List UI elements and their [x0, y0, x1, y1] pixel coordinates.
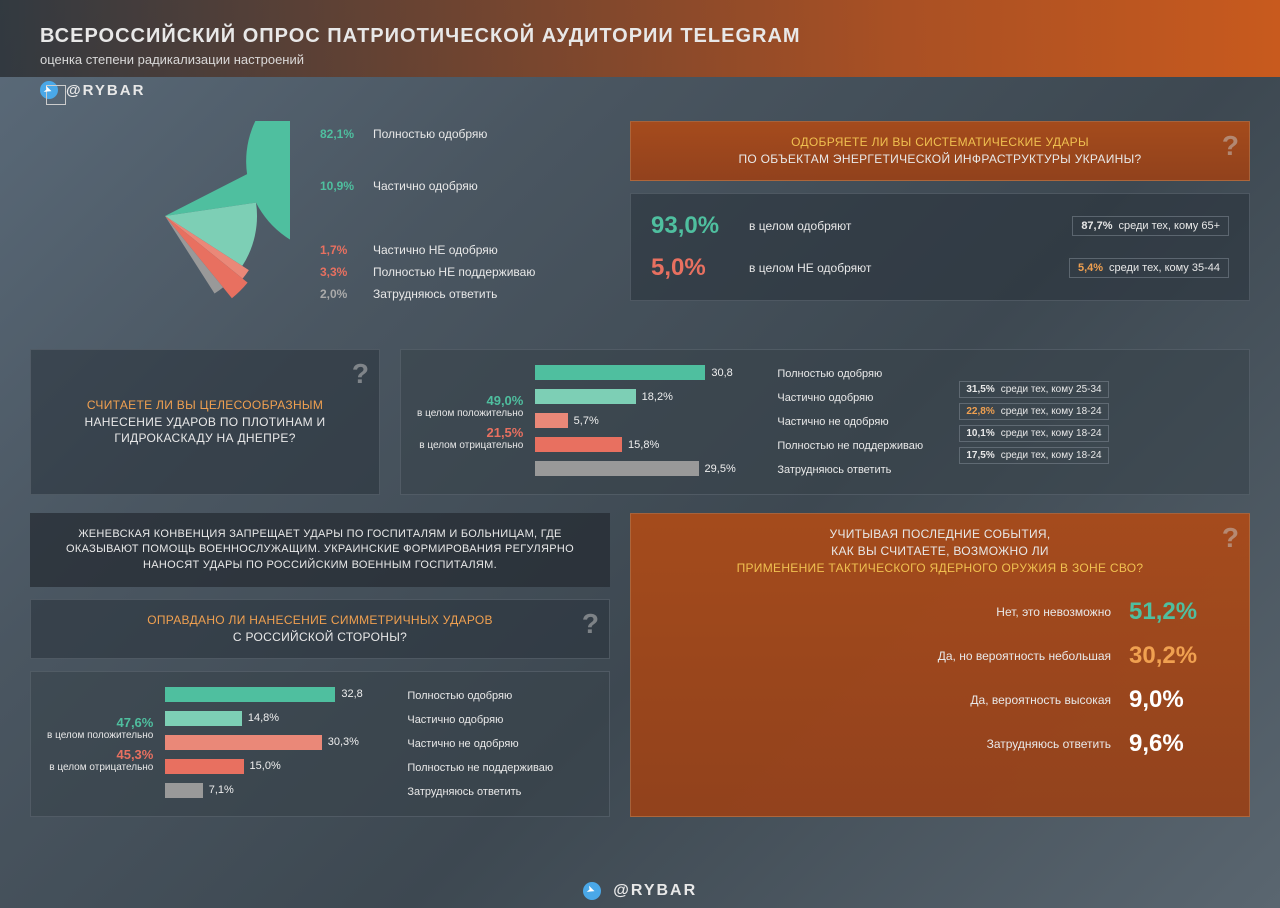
bar-row: 29,5%	[535, 458, 765, 479]
q4-panel: ? УЧИТЫВАЯ ПОСЛЕДНИЕ СОБЫТИЯ, КАК ВЫ СЧИ…	[630, 513, 1250, 817]
brand-bar: @RYBAR	[0, 77, 1280, 111]
bar-sub-box: 17,5%среди тех, кому 18-24	[959, 447, 1108, 464]
bar-sub-box: 22,8%среди тех, кому 18-24	[959, 403, 1108, 420]
q1-stats-panel: 93,0% в целом одобряют 87,7%среди тех, к…	[630, 193, 1250, 301]
bar-label: Полностью одобряю	[407, 684, 577, 708]
q4-title-line2: КАК ВЫ СЧИТАЕТЕ, ВОЗМОЖНО ЛИ	[831, 544, 1049, 558]
q4-result-row: Затрудняюсь ответить9,6%	[647, 722, 1233, 766]
bar-label: Частично не одобряю	[407, 732, 577, 756]
bar-label: Затрудняюсь ответить	[777, 458, 947, 482]
q1-approve-pct: 93,0%	[651, 212, 731, 240]
brand-handle: @RYBAR	[66, 82, 145, 99]
bar-row: 30,3%	[165, 732, 395, 753]
bar-label: Частично одобряю	[407, 708, 577, 732]
bar-label: Полностью не поддерживаю	[407, 756, 577, 780]
question-mark-icon: ?	[352, 358, 369, 390]
q4-result-row: Да, но вероятность небольшая30,2%	[647, 634, 1233, 678]
q1-panel-group: ? ОДОБРЯЕТЕ ЛИ ВЫ СИСТЕМАТИЧЕСКИЕ УДАРЫ …	[630, 121, 1250, 331]
q2-bars-panel: 49,0% в целом положительно 21,5% в целом…	[400, 349, 1250, 495]
pie-label-0: Полностью одобряю	[373, 127, 487, 141]
pie-pct-0: 82,1%	[320, 127, 365, 141]
q3-question-panel: ? ОПРАВДАНО ЛИ НАНЕСЕНИЕ СИММЕТРИЧНЫХ УД…	[30, 599, 610, 659]
bar-row: 5,7%	[535, 410, 765, 431]
bar-row: 18,2%	[535, 386, 765, 407]
page-subtitle: оценка степени радикализации настроений	[40, 52, 1240, 67]
bar-row: 30,8	[535, 362, 765, 383]
q4-result-row: Да, вероятность высокая9,0%	[647, 678, 1233, 722]
q1-question-panel: ? ОДОБРЯЕТЕ ЛИ ВЫ СИСТЕМАТИЧЕСКИЕ УДАРЫ …	[630, 121, 1250, 181]
bar-sub-box: 10,1%среди тех, кому 18-24	[959, 425, 1108, 442]
pie-pct-2: 1,7%	[320, 243, 365, 257]
q3-bars-panel: 47,6% в целом положительно 45,3% в целом…	[30, 671, 610, 817]
q3-title-line2: С РОССИЙСКОЙ СТОРОНЫ?	[233, 630, 407, 644]
bar-label: Частично не одобряю	[777, 410, 947, 434]
bar-row: 14,8%	[165, 708, 395, 729]
q1-approve-label: в целом одобряют	[749, 219, 1054, 233]
pie-label-3: Полностью НЕ поддерживаю	[373, 265, 535, 279]
q3-intro-text: ЖЕНЕВСКАЯ КОНВЕНЦИЯ ЗАПРЕЩАЕТ УДАРЫ ПО Г…	[66, 528, 574, 571]
q3-bars: 32,8 14,8% 30,3% 15,0% 7,1%	[165, 684, 395, 804]
telegram-icon	[583, 882, 601, 900]
q3-summary: 47,6% в целом положительно 45,3% в целом…	[47, 715, 153, 773]
bar-label: Частично одобряю	[777, 386, 947, 410]
pie-chart-section: 82,1% Полностью одобряю 10,9% Частично одо…	[30, 121, 610, 331]
q3-bar-labels: Полностью одобряюЧастично одобряюЧастичн…	[407, 684, 577, 804]
q1-disapprove-label: в целом НЕ одобряют	[749, 261, 1051, 275]
footer: @RYBAR	[0, 882, 1280, 900]
question-mark-icon: ?	[582, 608, 599, 640]
bar-row: 32,8	[165, 684, 395, 705]
q4-result-row: Нет, это невозможно51,2%	[647, 590, 1233, 634]
bar-row: 15,8%	[535, 434, 765, 455]
pie-pct-1: 10,9%	[320, 179, 365, 193]
q1-title-line2: ПО ОБЪЕКТАМ ЭНЕРГЕТИЧЕСКОЙ ИНФРАСТРУКТУР…	[738, 152, 1141, 166]
q1-approve-sub: 87,7%среди тех, кому 65+	[1072, 216, 1229, 236]
q2-bars: 30,8 18,2% 5,7% 15,8% 29,5%	[535, 362, 765, 482]
q2-title-line1: СЧИТАЕТЕ ЛИ ВЫ ЦЕЛЕСООБРАЗНЫМ	[87, 398, 323, 412]
bar-label: Затрудняюсь ответить	[407, 780, 577, 804]
pie-pct-3: 3,3%	[320, 265, 365, 279]
question-mark-icon: ?	[1222, 130, 1239, 162]
pie-label-2: Частично НЕ одобряю	[373, 243, 498, 257]
pie-label-1: Частично одобряю	[373, 179, 478, 193]
page-title: ВСЕРОССИЙСКИЙ ОПРОС ПАТРИОТИЧЕСКОЙ АУДИТ…	[40, 25, 1240, 48]
q2-summary: 49,0% в целом положительно 21,5% в целом…	[417, 393, 523, 451]
q1-disapprove-sub: 5,4%среди тех, кому 35-44	[1069, 258, 1229, 278]
q3-title-line1: ОПРАВДАНО ЛИ НАНЕСЕНИЕ СИММЕТРИЧНЫХ УДАР…	[147, 613, 493, 627]
question-mark-icon: ?	[1222, 522, 1239, 554]
q1-title-line1: ОДОБРЯЕТЕ ЛИ ВЫ СИСТЕМАТИЧЕСКИЕ УДАРЫ	[791, 135, 1089, 149]
q4-title-highlight: ПРИМЕНЕНИЕ ТАКТИЧЕСКОГО ЯДЕРНОГО ОРУЖИЯ …	[737, 561, 1144, 575]
header: ВСЕРОССИЙСКИЙ ОПРОС ПАТРИОТИЧЕСКОЙ АУДИТ…	[0, 0, 1280, 77]
pie-chart	[70, 121, 290, 321]
footer-brand: @RYBAR	[613, 882, 697, 899]
pie-label-4: Затрудняюсь ответить	[373, 287, 497, 301]
q1-disapprove-pct: 5,0%	[651, 254, 731, 282]
bar-label: Полностью одобряю	[777, 362, 947, 386]
q2-bar-labels: Полностью одобряюЧастично одобряюЧастичн…	[777, 362, 947, 482]
bar-label: Полностью не поддерживаю	[777, 434, 947, 458]
q2-title-line2: НАНЕСЕНИЕ УДАРОВ ПО ПЛОТИНАМ И ГИДРОКАСК…	[85, 415, 326, 446]
q3-intro-panel: ЖЕНЕВСКАЯ КОНВЕНЦИЯ ЗАПРЕЩАЕТ УДАРЫ ПО Г…	[30, 513, 610, 587]
bar-sub-box: 31,5%среди тех, кому 25-34	[959, 381, 1108, 398]
bar-row: 7,1%	[165, 780, 395, 801]
pie-legend: 82,1% Полностью одобряю 10,9% Частично одо…	[320, 121, 535, 309]
q2-bar-subs: 31,5%среди тех, кому 25-34 22,8%среди тех…	[959, 381, 1108, 464]
bar-row: 15,0%	[165, 756, 395, 777]
pie-pct-4: 2,0%	[320, 287, 365, 301]
q4-title-line1: УЧИТЫВАЯ ПОСЛЕДНИЕ СОБЫТИЯ,	[830, 527, 1051, 541]
q4-results: Нет, это невозможно51,2%Да, но вероятнос…	[647, 590, 1233, 766]
q2-question-panel: ? СЧИТАЕТЕ ЛИ ВЫ ЦЕЛЕСООБРАЗНЫМ НАНЕСЕНИ…	[30, 349, 380, 495]
